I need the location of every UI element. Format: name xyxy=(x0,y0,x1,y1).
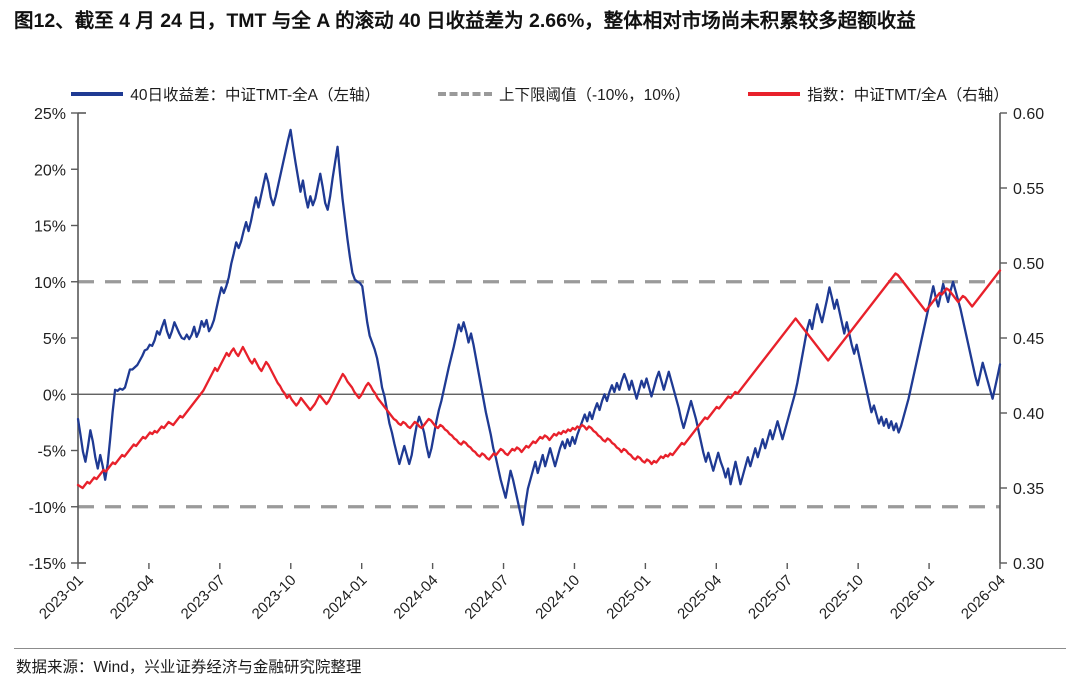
legend-swatch-threshold xyxy=(438,92,492,96)
right-tick-label: 0.50 xyxy=(1013,256,1044,273)
right-tick-label: 0.30 xyxy=(1013,556,1044,573)
right-tick-label: 0.40 xyxy=(1013,406,1044,423)
left-tick-label: 5% xyxy=(43,331,66,348)
left-tick-label: 10% xyxy=(34,275,66,292)
source-note: 数据来源：Wind，兴业证券经济与金融研究院整理 xyxy=(16,659,362,676)
figure-caption: 图12、截至 4 月 24 日，TMT 与全 A 的滚动 40 日收益差为 2.… xyxy=(14,10,916,32)
legend-item-threshold[interactable]: 上下限阈值（-10%，10%） xyxy=(438,83,690,105)
series-lines xyxy=(76,128,1002,526)
x-tick-label: 2023-01 xyxy=(36,572,87,623)
x-tick-label: 2023-07 xyxy=(178,572,229,623)
legend-label-threshold: 上下限阈值（-10%，10%） xyxy=(499,87,691,104)
source-divider xyxy=(14,648,1066,649)
legend-item-spread[interactable]: 40日收益差：中证TMT-全A（左轴） xyxy=(71,83,380,105)
left-tick-label: -15% xyxy=(29,556,66,573)
x-tick-label: 2024-01 xyxy=(320,572,371,623)
threshold-lines xyxy=(78,280,1000,509)
series-line-ratio xyxy=(76,269,1002,490)
legend-swatch-spread xyxy=(71,92,124,96)
axis-spines xyxy=(77,112,1001,564)
left-tick-label: 25% xyxy=(34,106,66,123)
x-tick-label: 2026-01 xyxy=(887,572,938,623)
legend-item-ratio[interactable]: 指数：中证TMT/全A（右轴） xyxy=(748,83,1009,105)
right-tick-label: 0.55 xyxy=(1013,181,1044,198)
x-tick-label: 2025-10 xyxy=(816,572,867,623)
x-tick-label: 2024-04 xyxy=(390,572,441,623)
left-tick-label: 0% xyxy=(43,387,66,404)
legend-swatch-ratio xyxy=(748,92,801,96)
chart-plot: 25% 20% 15% 10% 5% 0% -5% -10% -15% 0.60 0.55 0.50… xyxy=(29,106,1045,623)
x-tick-label: 2024-07 xyxy=(461,572,512,623)
series-line-spread xyxy=(76,128,1002,526)
left-tick-label: -10% xyxy=(29,500,66,517)
left-tick-label: 15% xyxy=(34,219,66,236)
left-tick-label: 20% xyxy=(34,162,66,179)
left-axis-ticks: 25% 20% 15% 10% 5% 0% -5% -10% -15% xyxy=(29,106,78,573)
chart-legend: 40日收益差：中证TMT-全A（左轴） 上下限阈值（-10%，10%） 指数：中… xyxy=(0,82,1080,106)
x-tick-label: 2025-01 xyxy=(603,572,654,623)
x-tick-label: 2025-04 xyxy=(674,572,725,623)
legend-label-spread: 40日收益差：中证TMT-全A（左轴） xyxy=(130,87,380,104)
x-tick-label: 2026-04 xyxy=(958,572,1009,623)
x-tick-label: 2024-10 xyxy=(532,572,583,623)
x-tick-label: 2023-10 xyxy=(249,572,300,623)
x-axis-ticks: 2023-01 2023-04 2023-07 2023-10 2024-01 2024-… xyxy=(36,563,1009,623)
right-tick-label: 0.35 xyxy=(1013,481,1044,498)
right-axis-ticks: 0.60 0.55 0.50 0.45 0.40 0.35 0.30 xyxy=(1000,106,1044,573)
legend-label-ratio: 指数：中证TMT/全A（右轴） xyxy=(807,87,1009,104)
right-tick-label: 0.45 xyxy=(1013,331,1044,348)
left-tick-label: -5% xyxy=(38,444,66,461)
right-tick-label: 0.60 xyxy=(1013,106,1044,123)
x-tick-label: 2025-07 xyxy=(745,572,796,623)
x-tick-label: 2023-04 xyxy=(107,572,158,623)
